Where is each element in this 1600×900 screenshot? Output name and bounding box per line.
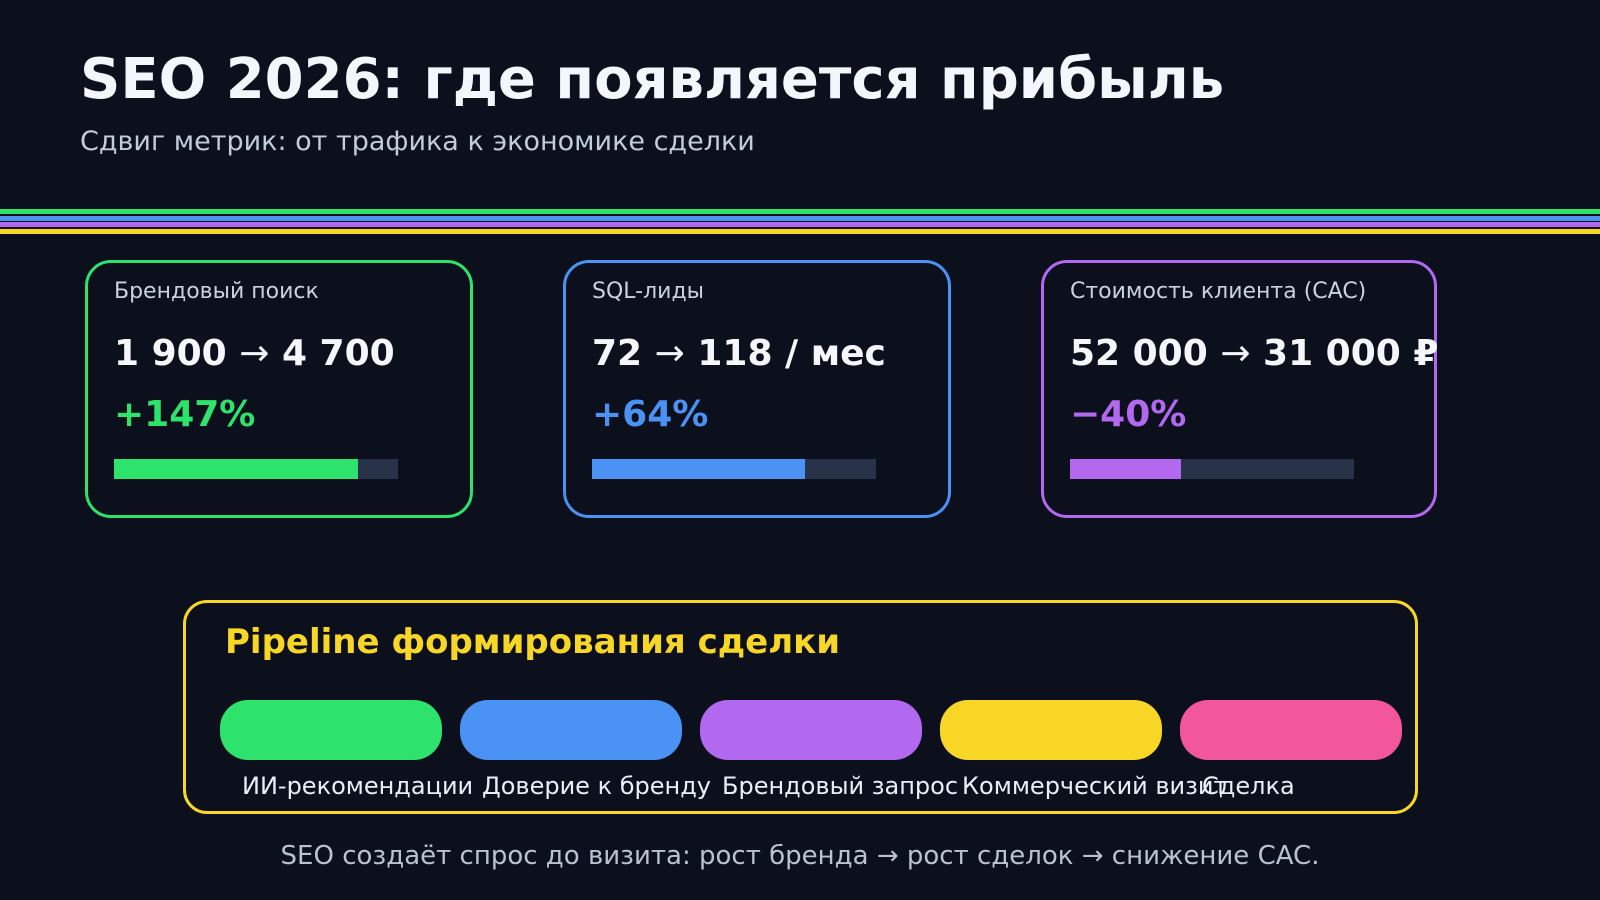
- stage-pill: [1180, 700, 1402, 760]
- stage-pill: [220, 700, 442, 760]
- metric-card-cac: Стоимость клиента (CAC) 52 000 → 31 000 …: [1041, 260, 1439, 518]
- stage-label: Брендовый запрос: [722, 772, 959, 800]
- metric-card-brand-search: Брендовый поиск 1 900 → 4 700 +147%: [85, 260, 473, 518]
- stage-label: Коммерческий визит: [962, 772, 1228, 800]
- metric-value: 52 000 → 31 000 ₽: [1070, 333, 1439, 374]
- pipeline-title: Pipeline формирования сделки: [225, 622, 841, 662]
- pipeline-stages: ИИ-рекомендации Доверие к бренду Брендов…: [220, 700, 1402, 800]
- metric-value: 1 900 → 4 700: [114, 333, 395, 374]
- divider-stripe-blue: [0, 215, 1600, 221]
- stage-label: Доверие к бренду: [482, 772, 711, 800]
- metric-value: 72 → 118 / мес: [592, 333, 886, 374]
- divider-stripe-purple: [0, 222, 1600, 228]
- metric-delta: +147%: [114, 394, 256, 435]
- metric-label: SQL-лиды: [592, 279, 705, 304]
- stage-pill: [700, 700, 922, 760]
- divider-stripe-green: [0, 209, 1600, 214]
- footer-note: SEO создаёт спрос до визита: рост бренда…: [280, 841, 1320, 871]
- stage-pill: [940, 700, 1162, 760]
- metric-delta: −40%: [1070, 394, 1187, 435]
- progress-fill: [592, 459, 805, 479]
- metric-label: Брендовый поиск: [114, 279, 319, 304]
- pipeline-stage-brand-trust: Доверие к бренду: [460, 700, 711, 800]
- pipeline-stage-ai-recommendations: ИИ-рекомендации: [220, 700, 474, 800]
- pipeline-stage-deal: Сделка: [1180, 700, 1402, 800]
- stage-label: ИИ-рекомендации: [242, 772, 474, 800]
- pipeline-stage-brand-query: Брендовый запрос: [700, 700, 959, 800]
- page-title: SEO 2026: где появляется прибыль: [80, 47, 1225, 112]
- page-subtitle: Сдвиг метрик: от трафика к экономике сде…: [80, 126, 755, 157]
- metric-label: Стоимость клиента (CAC): [1070, 279, 1367, 304]
- pipeline-stage-commercial-visit: Коммерческий визит: [940, 700, 1228, 800]
- pipeline-panel: Pipeline формирования сделки ИИ-рекоменд…: [183, 600, 1418, 814]
- progress-fill: [114, 459, 359, 479]
- metric-delta: +64%: [592, 394, 709, 435]
- progress-track: [1070, 459, 1354, 479]
- stage-label: Сделка: [1202, 772, 1295, 800]
- progress-track: [114, 459, 398, 479]
- stage-pill: [460, 700, 682, 760]
- progress-track: [592, 459, 876, 479]
- divider-stripe-yellow: [0, 228, 1600, 234]
- progress-fill: [1070, 459, 1181, 479]
- metric-card-sql-leads: SQL-лиды 72 → 118 / мес +64%: [563, 260, 951, 518]
